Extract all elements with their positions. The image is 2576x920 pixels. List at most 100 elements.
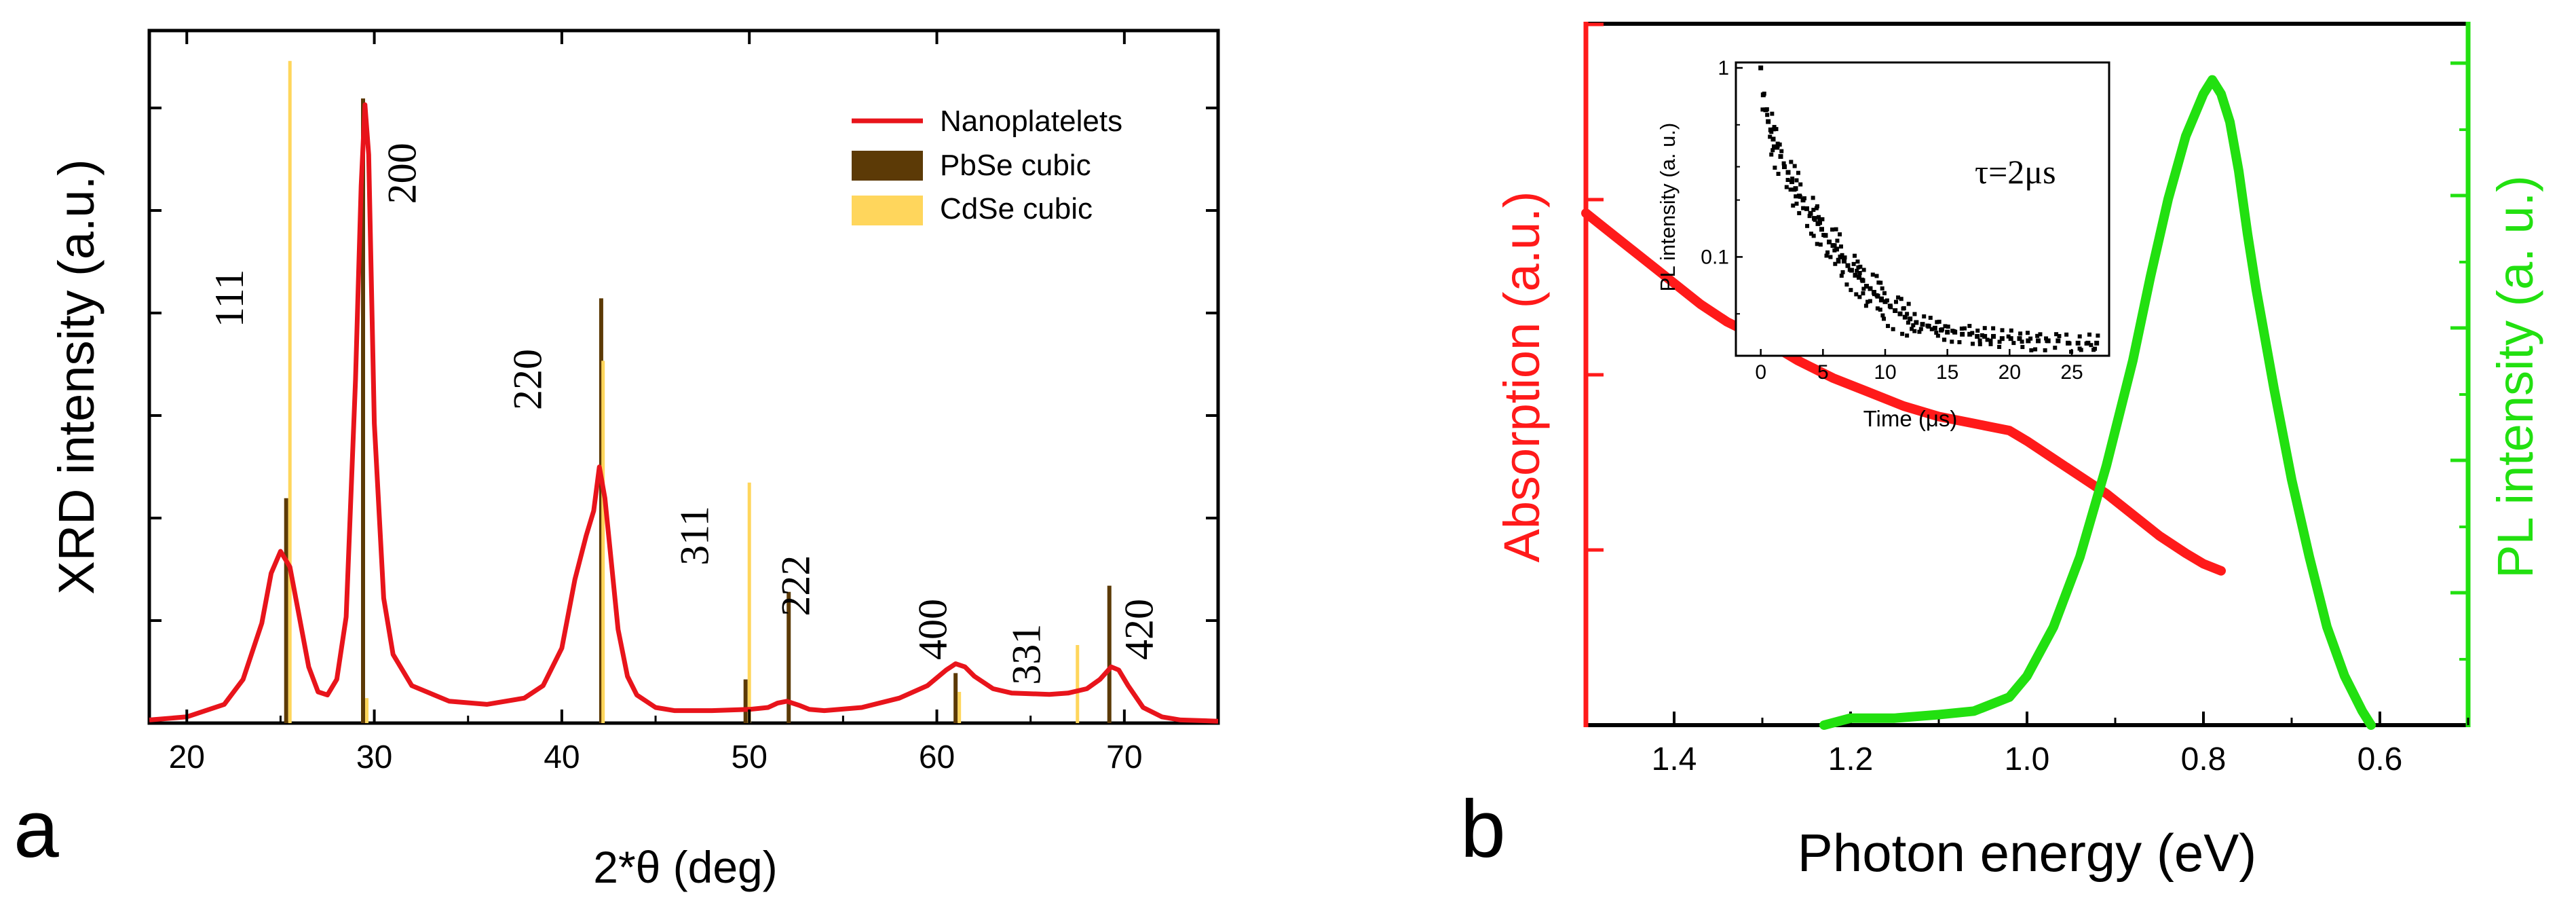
inset-data-point <box>1857 274 1861 280</box>
inset-data-point <box>1768 134 1773 139</box>
inset-data-point <box>1758 65 1764 71</box>
inset-data-point <box>1775 141 1780 146</box>
inset-data-point <box>1790 177 1795 181</box>
panel-b-left-y-axis-label: Absorption (a.u.) <box>1494 191 1550 562</box>
inset-data-point <box>1945 329 1950 335</box>
inset-data-point <box>1842 255 1847 260</box>
panel-a-plot-frame <box>147 29 1220 725</box>
inset-data-point <box>2006 334 2011 339</box>
inset-data-point <box>1778 153 1783 159</box>
pl-curve <box>1819 75 2376 730</box>
inset-data-point <box>1801 206 1806 210</box>
x-tick-label: 1.0 <box>2005 741 2050 777</box>
x-tick-label: 0.8 <box>2181 741 2227 777</box>
legend: Nanoplatelets PbSe cubic CdSe cubic <box>852 105 1122 225</box>
panel-b-right-y-axis-label: PL intensity (a. u.) <box>2487 175 2543 578</box>
nanoplatelets-curve <box>149 102 1219 724</box>
inset-data-point <box>1982 333 1988 339</box>
inset-data-point <box>1868 286 1873 291</box>
inset-data-point <box>1804 206 1809 211</box>
inset-data-point <box>1875 293 1880 299</box>
inset-data-point <box>1952 329 1956 333</box>
inset-data-point <box>1963 326 1967 331</box>
inset-data-point <box>1857 271 1862 276</box>
inset-data-point <box>1814 206 1819 210</box>
inset-data-point <box>1857 295 1862 299</box>
x-tick-label: 50 <box>732 739 768 775</box>
inset-data-point <box>1960 331 1965 337</box>
inset-data-point <box>1997 344 2002 349</box>
inset-data-point <box>2087 332 2091 337</box>
inset-data-point <box>1781 161 1786 166</box>
inset-data-point <box>1868 299 1872 303</box>
inset-data-point <box>1854 292 1859 297</box>
inset-data-point <box>1811 234 1816 238</box>
inset-data-point <box>1818 242 1823 247</box>
inset-data-point <box>2025 331 2030 335</box>
inset-data-point <box>2077 334 2082 339</box>
inset-data-point <box>1765 113 1770 117</box>
inset-data-point <box>1918 327 1923 331</box>
inset-data-point <box>1815 221 1821 226</box>
panel-b: 1.4 1.2 1.0 0.8 0.6 Photon energy (eV) Absor… <box>1460 22 2543 883</box>
inset-data-point <box>2011 341 2016 346</box>
inset-annotation: τ=2μs <box>1975 153 2056 191</box>
inset-data-point <box>2008 336 2013 342</box>
x-tick-label: 40 <box>544 739 580 775</box>
inset-data-point <box>2075 340 2081 346</box>
inset-data-point <box>1991 326 1996 331</box>
panel-a-curve-layer <box>149 102 1219 724</box>
inset-data-point <box>1834 227 1838 232</box>
inset-data-point <box>1865 299 1870 304</box>
inset-data-point <box>1880 313 1885 318</box>
peak-label: 331 <box>1004 624 1049 685</box>
peak-label: 220 <box>506 349 550 410</box>
x-tick-label: 1.4 <box>1652 741 1697 777</box>
inset-data-point <box>1935 320 1939 325</box>
inset-data-point <box>2091 348 2096 352</box>
inset-data-point <box>1794 178 1799 183</box>
inset-data-point <box>1901 306 1906 310</box>
inset-data-point <box>1845 263 1851 268</box>
inset-data-point <box>1764 107 1769 111</box>
inset-data-point <box>1770 148 1775 153</box>
inset-data-point <box>1950 339 1954 344</box>
inset-data-point <box>1991 333 1996 339</box>
inset-data-point <box>1824 253 1829 258</box>
inset-data-point <box>1797 210 1802 215</box>
inset-data-point <box>1917 329 1922 334</box>
inset-data-point <box>2067 341 2072 346</box>
panel-a-x-axis-label: 2*θ (deg) <box>593 842 778 892</box>
inset-data-point <box>2053 346 2058 350</box>
inset-data-point <box>1893 308 1898 313</box>
inset-data-point <box>1807 214 1812 219</box>
inset-data-point <box>1827 239 1832 244</box>
inset-data-point <box>1864 284 1869 289</box>
inset-data-point <box>1999 336 2005 342</box>
inset-data-point <box>1782 164 1787 170</box>
peak-label: 420 <box>1116 599 1161 660</box>
x-tick-label: 60 <box>919 739 955 775</box>
inset-data-point <box>1844 282 1849 287</box>
inset-data-point <box>2084 341 2089 346</box>
inset-data-point <box>1861 268 1866 272</box>
panel-a-x-ticks: 20 30 40 50 60 70 <box>169 31 1143 775</box>
inset-data-point <box>1785 170 1791 175</box>
inset-data-point <box>2096 333 2100 338</box>
inset-data-point <box>1836 259 1841 264</box>
inset-data-point <box>1825 250 1830 255</box>
inset-data-point <box>2043 348 2047 352</box>
inset-data-point <box>1772 125 1777 130</box>
inset-data-point <box>2044 336 2049 341</box>
inset-data-point <box>1882 291 1887 295</box>
inset-data-point <box>1805 223 1810 228</box>
inset-data-point <box>2045 339 2049 344</box>
inset-data-point <box>2054 332 2059 337</box>
inset-data-point <box>1922 314 1927 319</box>
peak-label: 200 <box>379 143 424 204</box>
inset-data-point <box>2000 328 2005 333</box>
inset-data-point <box>1855 268 1859 273</box>
inset-data-point <box>1849 288 1853 293</box>
inset-data-point <box>1935 333 1940 338</box>
inset-data-point <box>1982 326 1987 331</box>
